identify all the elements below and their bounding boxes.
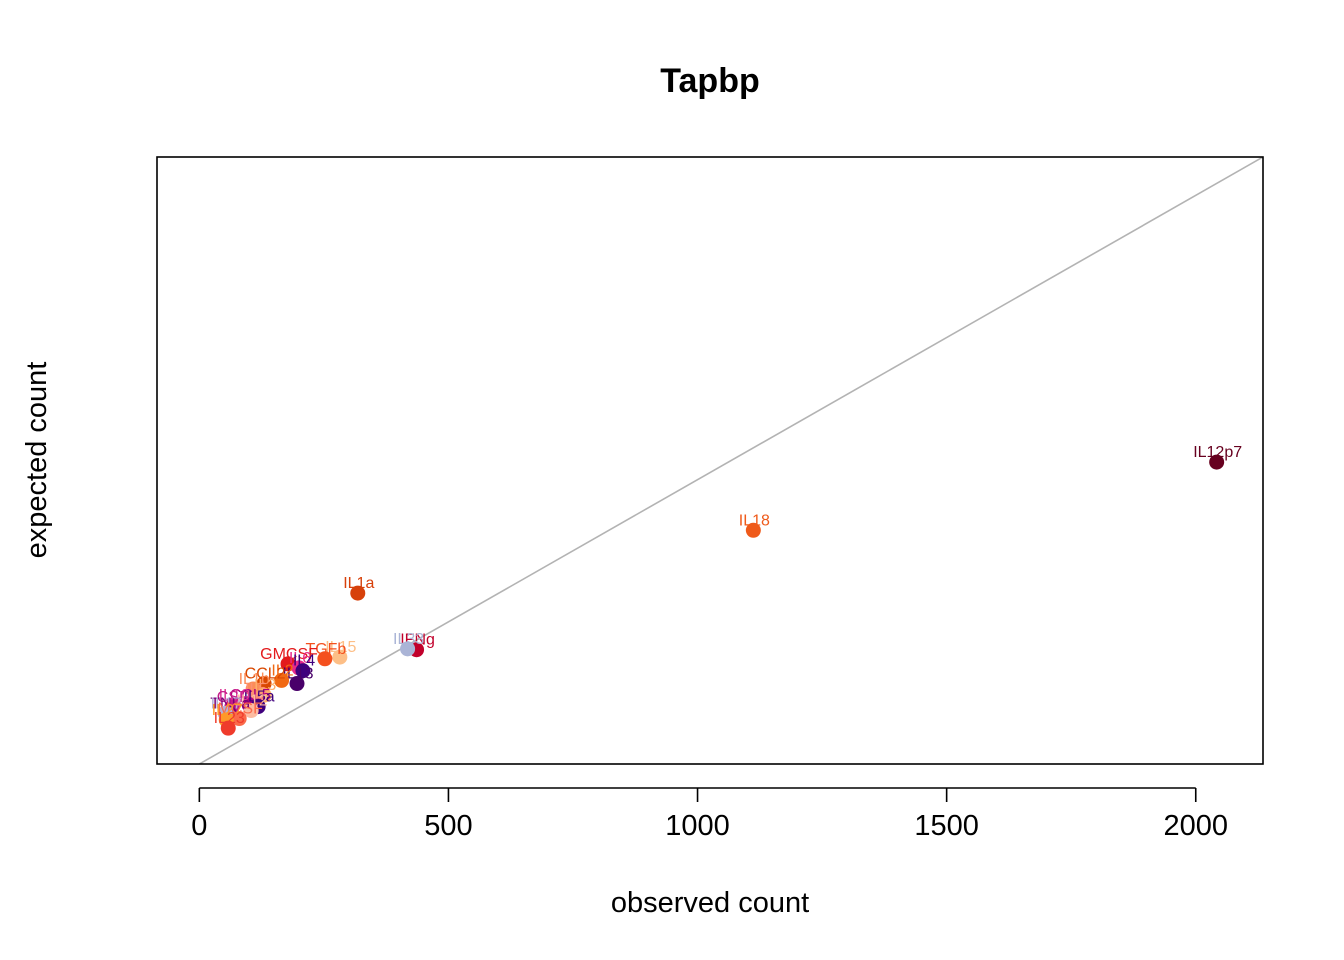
point-label: IL17 [211,695,242,712]
x-tick-label: 1000 [665,810,730,842]
x-tick-label: 500 [424,810,472,842]
plot-frame [156,156,1264,765]
point-label: IL5 [245,681,267,698]
point-label: IL12 [237,693,268,710]
data-point [243,703,259,719]
point-label: IL12p7 [1193,444,1242,461]
point-label: IL27 [212,702,243,719]
data-point [231,711,247,727]
data-point [400,641,416,657]
point-label: IL4 [293,653,315,670]
point-label: IL13 [282,666,313,683]
point-label: IL33 [393,631,424,648]
point-label: IL2 [271,662,293,679]
x-tick-label: 2000 [1163,810,1228,842]
chart-title: Tapbp [660,62,759,100]
y-axis-label: expected count [21,362,53,559]
point-label: IL1a [343,575,374,592]
point-label: IL15 [325,639,356,656]
point-label: GMCSF [260,646,318,663]
data-point [289,676,305,692]
data-point [274,672,290,688]
data-point [350,585,366,601]
point-label: IL6 [289,650,311,667]
data-point [332,649,348,665]
data-point [220,720,236,736]
point-label: IL3 [254,677,276,694]
data-point [745,522,761,538]
point-label: TGFb [305,641,346,658]
data-point [295,663,311,679]
x-axis-label: observed count [611,887,809,919]
x-tick-label: 0 [191,810,207,842]
x-axis: 0 500 1000 1500 2000 [191,787,1228,842]
point-label: CCL2 [245,666,286,683]
point-label: IL10 [219,687,250,704]
point-label: IL1b [239,671,270,688]
data-point [317,651,333,667]
x-tick-label: 1500 [914,810,979,842]
point-label: IL18 [739,512,770,529]
identity-line [198,157,1263,764]
point-label: IL5a [244,689,275,706]
point-label: CSF [217,689,249,706]
plot-area: IL12p7IL18IL1aIFNgIL33IL15TGFbGMCSFIL6IL… [198,157,1263,764]
point-label: IL23 [214,710,245,727]
data-point [1209,454,1225,470]
